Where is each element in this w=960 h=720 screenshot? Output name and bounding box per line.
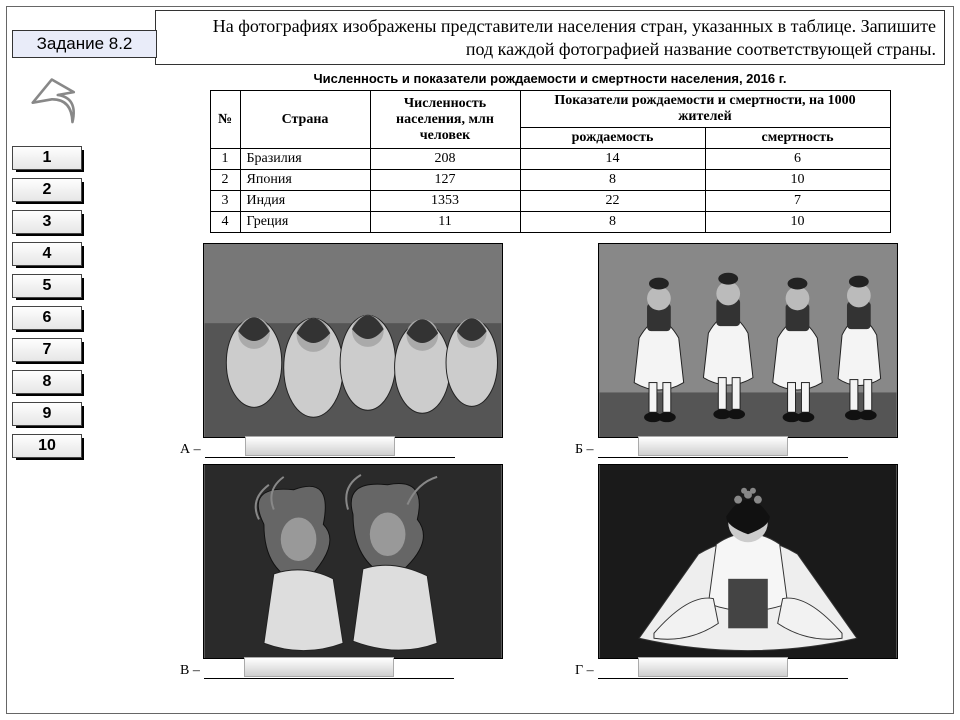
nav-btn-9[interactable]: 9 [12,402,82,426]
th-population: Численность населения, млн человек [370,91,520,149]
cell-pop: 1353 [370,191,520,212]
table-row: 3 Индия 1353 22 7 [210,191,890,212]
cell-country: Греция [240,212,370,233]
answer-box-a[interactable] [245,436,395,456]
cell-country: Япония [240,170,370,191]
th-rates: Показатели рождаемости и смертности, на … [520,91,890,128]
nav-btn-10[interactable]: 10 [12,434,82,458]
nav-btn-3[interactable]: 3 [12,210,82,234]
cell-n: 1 [210,149,240,170]
content-area: На фотографиях изображены представители … [155,10,945,710]
photo-cell-c: В – [165,464,540,679]
table-row: 4 Греция 11 8 10 [210,212,890,233]
caption-d: Г – [575,663,935,679]
cell-birth: 14 [520,149,705,170]
photo-grid: А – [155,243,945,679]
population-table: № Страна Численность населения, млн чело… [210,90,891,233]
cell-pop: 208 [370,149,520,170]
caption-b: Б – [575,442,935,458]
cell-country: Бразилия [240,149,370,170]
photo-a [203,243,503,438]
caption-letter-b: Б – [575,442,594,458]
nav-btn-4[interactable]: 4 [12,242,82,266]
cell-n: 3 [210,191,240,212]
cell-birth: 8 [520,170,705,191]
cell-birth: 22 [520,191,705,212]
nav-btn-7[interactable]: 7 [12,338,82,362]
caption-letter-a: А – [180,442,201,458]
caption-c: В – [180,663,540,679]
nav-btn-1[interactable]: 1 [12,146,82,170]
cell-country: Индия [240,191,370,212]
caption-a: А – [180,442,540,458]
nav-buttons: 1 2 3 4 5 6 7 8 9 10 [12,146,112,458]
cell-death: 10 [705,170,890,191]
nav-btn-5[interactable]: 5 [12,274,82,298]
photo-d [598,464,898,659]
cell-pop: 127 [370,170,520,191]
photo-cell-b: Б – [560,243,935,458]
nav-btn-2[interactable]: 2 [12,178,82,202]
answer-line-a [205,444,455,458]
answer-box-c[interactable] [244,657,394,677]
photo-cell-d: Г – [560,464,935,679]
cell-birth: 8 [520,212,705,233]
cell-n: 2 [210,170,240,191]
answer-line-d [598,665,848,679]
th-death: смертность [705,128,890,149]
cell-pop: 11 [370,212,520,233]
cell-death: 7 [705,191,890,212]
task-badge: Задание 8.2 [12,30,157,58]
table-row: 2 Япония 127 8 10 [210,170,890,191]
table-title: Численность и показатели рождаемости и с… [155,71,945,86]
photo-c [203,464,503,659]
caption-letter-c: В – [180,663,200,679]
nav-btn-8[interactable]: 8 [12,370,82,394]
question-text: На фотографиях изображены представители … [155,10,945,65]
cell-death: 10 [705,212,890,233]
th-birth: рождаемость [520,128,705,149]
th-num: № [210,91,240,149]
photo-cell-a: А – [165,243,540,458]
th-country: Страна [240,91,370,149]
back-arrow-icon[interactable] [20,70,85,135]
answer-line-b [598,444,848,458]
caption-letter-d: Г – [575,663,594,679]
table-row: 1 Бразилия 208 14 6 [210,149,890,170]
answer-box-b[interactable] [638,436,788,456]
nav-btn-6[interactable]: 6 [12,306,82,330]
photo-b [598,243,898,438]
answer-line-c [204,665,454,679]
cell-n: 4 [210,212,240,233]
answer-box-d[interactable] [638,657,788,677]
sidebar: 1 2 3 4 5 6 7 8 9 10 [12,70,112,458]
cell-death: 6 [705,149,890,170]
